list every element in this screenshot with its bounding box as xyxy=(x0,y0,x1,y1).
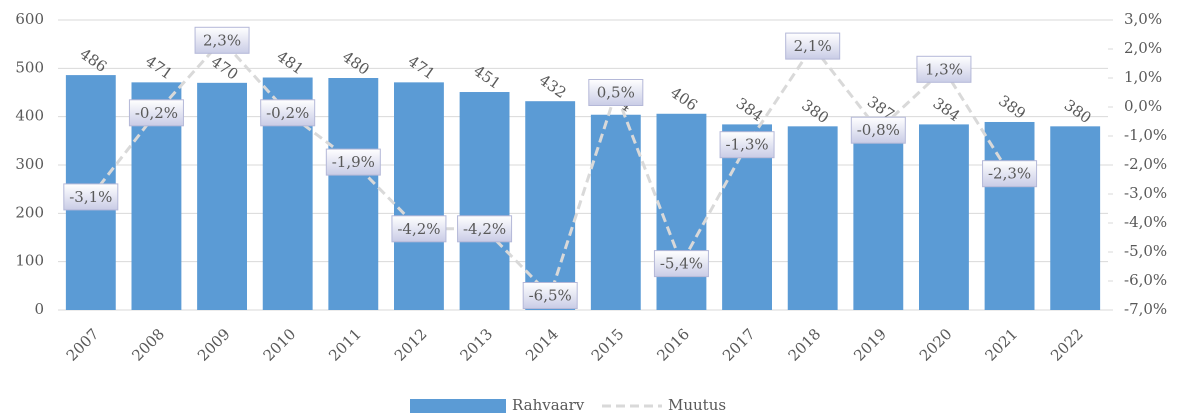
line-value-label: -1,9% xyxy=(332,153,375,171)
line-value-label: -0,8% xyxy=(857,121,900,139)
x-tick-label: 2019 xyxy=(850,325,890,365)
bar-value-label: 471 xyxy=(405,52,439,83)
bar xyxy=(984,121,1035,310)
bar xyxy=(919,124,969,311)
x-tick-label: 2012 xyxy=(391,325,431,365)
bar-value-label: 451 xyxy=(470,62,504,93)
data-label-box xyxy=(588,79,644,106)
data-label-box xyxy=(719,131,775,159)
line-value-label: -1,3% xyxy=(725,136,768,154)
bar-value-label: 406 xyxy=(667,83,701,114)
data-label-box xyxy=(260,99,316,127)
line-value-label: -5,4% xyxy=(660,255,703,273)
bar-value-label: 480 xyxy=(339,48,373,79)
bar-value-label: 380 xyxy=(798,96,832,127)
x-tick-label: 2022 xyxy=(1047,325,1087,365)
x-tick-label: 2009 xyxy=(194,325,234,365)
x-tick-label: 2016 xyxy=(653,325,693,365)
y2-tick-label: 3,0% xyxy=(1124,10,1162,28)
y2-tick-label: -5,0% xyxy=(1124,242,1167,260)
y2-tick-label: -1,0% xyxy=(1124,126,1167,144)
x-tick-label: 2013 xyxy=(456,325,496,365)
data-label-box xyxy=(325,148,381,176)
y2-tick-label: 1,0% xyxy=(1124,68,1162,86)
line-value-label: 0,5% xyxy=(597,84,635,102)
bar-value-label: 384 xyxy=(930,94,964,125)
data-label-box xyxy=(653,250,709,278)
y-tick-label: 0 xyxy=(34,300,44,318)
bar xyxy=(853,122,904,310)
x-tick-label: 2020 xyxy=(916,325,956,365)
y-tick-label: 600 xyxy=(15,10,44,28)
y-tick-label: 400 xyxy=(15,107,44,125)
data-label-box xyxy=(63,183,119,211)
y2-tick-label: -2,0% xyxy=(1124,155,1167,173)
line-value-label: -6,5% xyxy=(529,287,572,305)
x-tick-label: 2018 xyxy=(785,325,825,365)
legend-swatch xyxy=(410,399,506,413)
line-value-label: 2,3% xyxy=(203,31,241,49)
data-label-box xyxy=(850,116,906,144)
data-label-box xyxy=(194,26,250,54)
line-value-label: -4,2% xyxy=(463,220,506,238)
bar-value-label: 389 xyxy=(995,92,1029,123)
y2-tick-label: 0,0% xyxy=(1124,97,1162,115)
bar-value-label: 486 xyxy=(76,45,110,76)
data-label-box xyxy=(785,32,841,60)
y2-tick-label: -3,0% xyxy=(1124,184,1167,202)
bar-value-label: 432 xyxy=(536,71,570,102)
bar xyxy=(459,92,510,311)
y2-tick-label: -7,0% xyxy=(1124,300,1167,318)
bar xyxy=(787,126,838,310)
x-tick-label: 2021 xyxy=(981,325,1021,365)
bar xyxy=(590,114,641,310)
bar-value-label: 481 xyxy=(273,47,307,78)
line-value-label: 1,3% xyxy=(925,60,963,78)
bar xyxy=(328,78,379,310)
bar xyxy=(656,113,707,311)
line-value-label: -0,2% xyxy=(266,104,309,122)
line-value-label: -2,3% xyxy=(988,165,1031,183)
data-label-box xyxy=(457,215,513,243)
bar xyxy=(1050,126,1101,310)
line-value-label: -3,1% xyxy=(69,188,112,206)
bar-value-label: 380 xyxy=(1061,96,1095,127)
data-label-box xyxy=(916,55,972,83)
data-label-box xyxy=(128,99,184,127)
data-label-box xyxy=(522,282,578,309)
data-label-box xyxy=(982,160,1038,188)
line-value-label: -0,2% xyxy=(135,104,178,122)
y-tick-label: 300 xyxy=(15,155,44,173)
y-tick-label: 500 xyxy=(15,58,44,76)
x-tick-label: 2007 xyxy=(63,325,103,365)
x-tick-label: 2015 xyxy=(588,325,628,365)
x-tick-label: 2008 xyxy=(128,325,168,365)
bar xyxy=(197,82,247,310)
line-value-label: -4,2% xyxy=(397,220,440,238)
y-tick-label: 200 xyxy=(15,203,44,221)
y-tick-label: 100 xyxy=(15,252,44,270)
bar xyxy=(394,82,444,310)
legend-label: Rahvaarv xyxy=(512,396,585,414)
data-label-box xyxy=(391,215,447,243)
y2-tick-label: 2,0% xyxy=(1124,39,1162,57)
x-tick-label: 2010 xyxy=(260,325,300,365)
x-tick-label: 2014 xyxy=(522,325,562,365)
x-tick-label: 2011 xyxy=(325,325,365,365)
legend-label: Muutus xyxy=(668,396,726,414)
line-value-label: 2,1% xyxy=(794,37,832,55)
y2-tick-label: -4,0% xyxy=(1124,213,1167,231)
bar-value-label: 471 xyxy=(142,52,176,83)
y2-tick-label: -6,0% xyxy=(1124,271,1167,289)
x-tick-label: 2017 xyxy=(719,325,759,365)
bar xyxy=(525,101,576,310)
